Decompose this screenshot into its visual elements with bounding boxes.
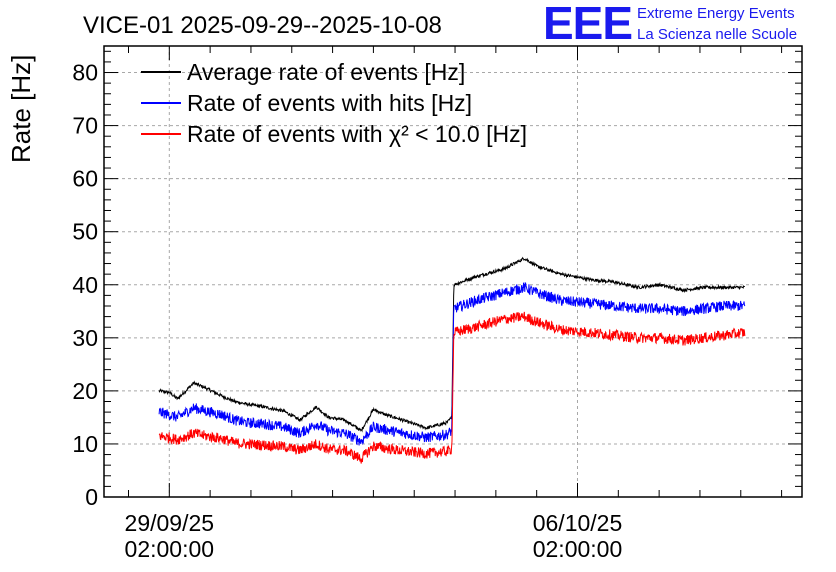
x-tick-label-date: 06/10/25 <box>533 510 623 536</box>
plot-frame <box>103 45 803 498</box>
y-axis-title: Rate [Hz] <box>6 55 36 163</box>
legend-label-chi2: Rate of events with χ² < 10.0 [Hz] <box>187 121 527 147</box>
y-tick-label: 0 <box>85 484 98 510</box>
legend-label-hits: Rate of events with hits [Hz] <box>187 90 472 116</box>
logo-subtitle-line1: Extreme Energy Events <box>637 5 795 22</box>
y-tick-label: 40 <box>72 272 98 298</box>
chart-title: VICE-01 2025-09-29--2025-10-08 <box>83 12 442 39</box>
logo-subtitle-line2: La Scienza nelle Scuole <box>637 26 797 43</box>
legend-label-average: Average rate of events [Hz] <box>187 59 465 85</box>
eee-logo: EEE Extreme Energy Events La Scienza nel… <box>543 0 797 49</box>
legend: Average rate of events [Hz] Rate of even… <box>141 59 527 147</box>
y-tick-label: 30 <box>72 325 98 351</box>
series-layer <box>158 256 746 464</box>
y-tick-label: 20 <box>72 378 98 404</box>
y-tick-label: 10 <box>72 431 98 457</box>
y-tick-label: 60 <box>72 166 98 192</box>
y-tick-label: 50 <box>72 219 98 245</box>
y-tick-label: 70 <box>72 113 98 139</box>
y-tick-label: 80 <box>72 60 98 86</box>
x-tick-label-time: 02:00:00 <box>533 536 623 562</box>
eee-logo-mark: EEE <box>543 0 632 49</box>
x-tick-label-time: 02:00:00 <box>125 536 215 562</box>
axes: 0102030405060708029/09/2502:00:0006/10/2… <box>72 45 803 562</box>
series-line-2 <box>158 311 746 464</box>
x-tick-label-date: 29/09/25 <box>125 510 215 536</box>
